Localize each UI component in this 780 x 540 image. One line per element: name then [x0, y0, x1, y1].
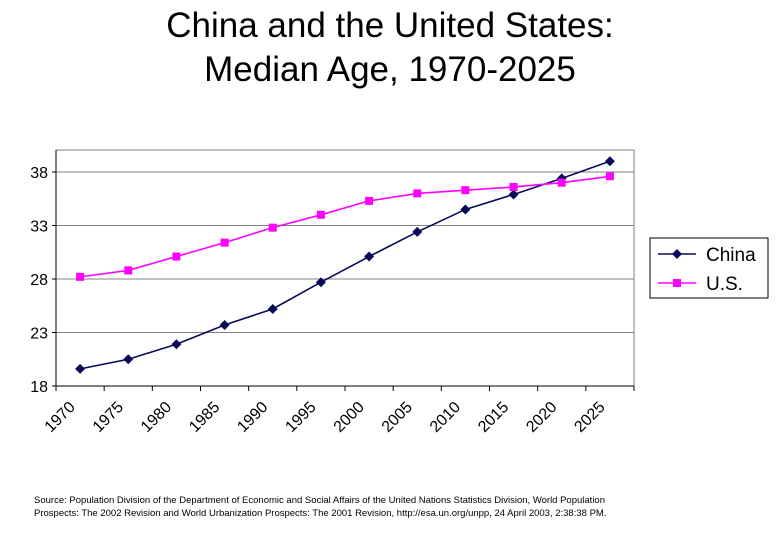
data-point-us — [124, 266, 133, 275]
data-point-us — [605, 172, 614, 181]
data-point-china — [219, 320, 230, 331]
y-tick-label: 18 — [30, 379, 48, 396]
y-tick-label: 28 — [30, 272, 48, 289]
data-point-us — [509, 182, 518, 191]
legend-marker-us — [673, 279, 681, 287]
data-point-china — [267, 303, 278, 314]
x-tick-label: 1980 — [138, 399, 175, 436]
legend-label: U.S. — [706, 274, 743, 295]
legend — [649, 237, 769, 299]
chart-title-line-2: Median Age, 1970-2025 — [204, 50, 576, 89]
data-point-us — [557, 178, 566, 187]
x-tick-label: 1970 — [42, 399, 79, 436]
y-tick-label: 38 — [30, 165, 48, 182]
data-point-china — [171, 339, 182, 350]
y-tick-label: 33 — [30, 219, 48, 236]
data-point-us — [76, 272, 85, 281]
data-point-us — [461, 186, 470, 195]
plot-area — [55, 149, 635, 387]
data-point-us — [268, 223, 277, 232]
series-line-us — [79, 175, 611, 278]
data-point-china — [75, 363, 86, 374]
data-point-china — [123, 354, 134, 365]
x-tick-label: 2020 — [523, 399, 560, 436]
median-age-chart: 18 23 28 33 38 1970 1975 1980 1985 1990 1995 2000 20… — [30, 149, 769, 436]
legend-label: China — [706, 245, 756, 266]
x-tick-label: 2005 — [379, 399, 416, 436]
x-tick-label: 1990 — [234, 399, 271, 436]
data-point-us — [413, 189, 422, 198]
data-point-us — [220, 238, 229, 247]
data-point-china — [412, 226, 423, 237]
legend-marker-china — [672, 249, 682, 259]
y-tick-label: 23 — [30, 326, 48, 343]
data-point-us — [172, 252, 181, 261]
data-point-china — [604, 156, 615, 167]
data-point-china — [315, 277, 326, 288]
x-tick-label: 2025 — [571, 399, 608, 436]
x-tick-label: 2000 — [331, 399, 368, 436]
x-tick-label: 2010 — [427, 399, 464, 436]
data-point-china — [460, 204, 471, 215]
source-note: Source: Population Division of the Depar… — [34, 494, 754, 520]
data-point-us — [316, 210, 325, 219]
x-tick-label: 1975 — [90, 399, 127, 436]
chart-title: China and the United States: Median Age,… — [0, 4, 780, 92]
series-line-china — [79, 160, 611, 370]
data-point-china — [364, 251, 375, 262]
x-tick-label: 2015 — [475, 399, 512, 436]
x-tick-label: 1995 — [282, 399, 319, 436]
source-line-1: Source: Population Division of the Depar… — [34, 495, 605, 506]
data-point-us — [365, 196, 374, 205]
data-point-china — [508, 189, 519, 200]
x-tick-label: 1985 — [186, 399, 223, 436]
source-line-2: Prospects: The 2002 Revision and World U… — [34, 508, 607, 519]
chart-title-line-1: China and the United States: — [166, 6, 614, 45]
